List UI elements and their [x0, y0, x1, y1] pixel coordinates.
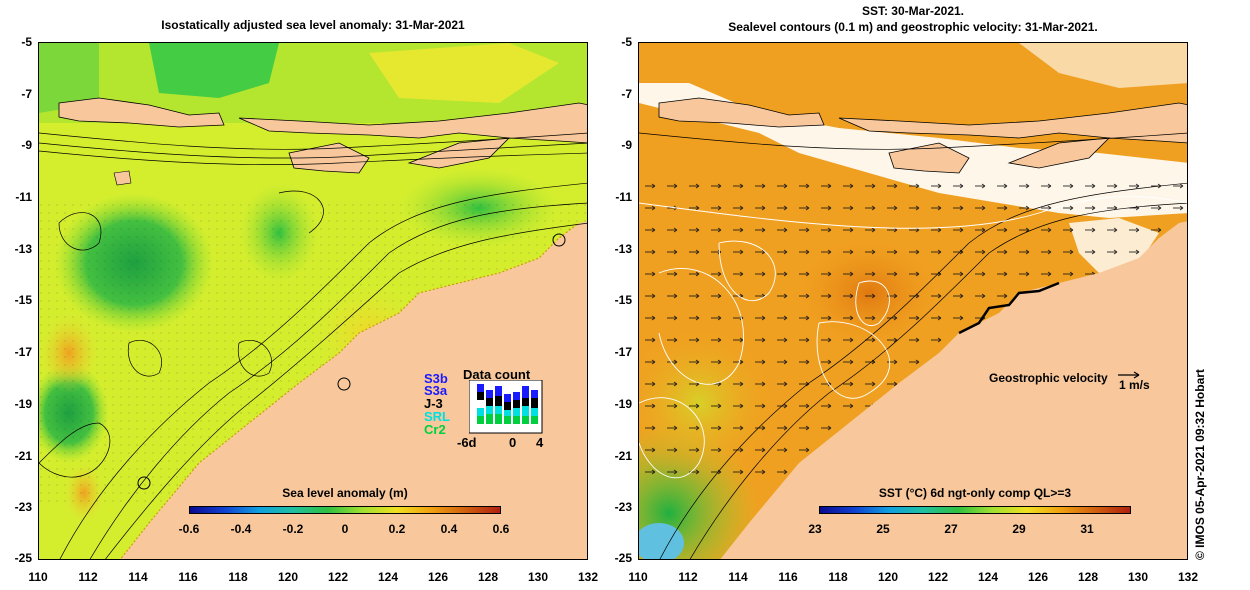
left-xtick-3: 114 — [128, 570, 148, 584]
data-count-label-s3a: S3a — [424, 383, 448, 398]
right-xtick-10: 128 — [1077, 570, 1099, 584]
right-xtick-5: 118 — [828, 570, 848, 584]
data-count-bar-group — [477, 384, 538, 424]
data-count-axis-start: -6d — [457, 435, 477, 450]
left-ytick-4: -11 — [15, 190, 32, 204]
sst-colorbar-tick-3: 27 — [944, 522, 958, 536]
left-ytick-2: -7 — [21, 87, 32, 101]
data-count-label-srl: SRL — [424, 409, 450, 424]
sla-colorbar-tick-6: 0.4 — [440, 522, 458, 536]
right-panel-title-line2: Sealevel contours (0.1 m) and geostrophi… — [728, 20, 1098, 34]
left-xtick-10: 128 — [477, 570, 499, 584]
right-xtick-2: 112 — [678, 570, 698, 584]
velocity-label: Geostrophic velocity — [989, 371, 1108, 385]
velocity-scale-label: 1 m/s — [1119, 378, 1150, 392]
right-ytick-10: -23 — [614, 500, 632, 514]
left-xtick-2: 112 — [78, 570, 98, 584]
sst-colorbar — [819, 506, 1131, 514]
sla-colorbar-tick-7: 0.6 — [492, 522, 510, 536]
imos-credit: © IMOS 05-Apr-2021 09:32 Hobart — [1193, 369, 1207, 560]
left-xtick-11: 130 — [527, 570, 549, 584]
sla-colorbar-tick-4: 0 — [341, 522, 349, 536]
data-count-axis-zero: 0 — [509, 435, 517, 450]
left-xtick-9: 126 — [427, 570, 449, 584]
data-count-title: Data count — [463, 367, 531, 382]
right-xtick-9: 126 — [1027, 570, 1049, 584]
data-count-label-cr2: Cr2 — [424, 422, 446, 437]
right-ytick-5: -13 — [614, 242, 632, 256]
left-xtick-7: 122 — [327, 570, 349, 584]
right-xtick-11: 130 — [1127, 570, 1149, 584]
left-ytick-3: -9 — [21, 138, 32, 152]
right-xtick-4: 116 — [778, 570, 798, 584]
sla-colorbar-tick-3: -0.2 — [282, 522, 304, 536]
left-xtick-12: 132 — [577, 570, 599, 584]
left-panel-title: Isostatically adjusted sea level anomaly… — [161, 18, 465, 32]
right-xtick-6: 120 — [877, 570, 899, 584]
left-xtick-1: 110 — [28, 570, 48, 584]
left-ytick-5: -13 — [14, 242, 32, 256]
right-ytick-2: -7 — [621, 87, 632, 101]
left-ytick-8: -19 — [14, 397, 32, 411]
left-ytick-11: -25 — [14, 551, 32, 565]
sla-colorbar-title: Sea level anomaly (m) — [282, 486, 408, 500]
data-count-axis-end: 4 — [536, 435, 544, 450]
left-ytick-10: -23 — [14, 500, 32, 514]
right-xtick-8: 124 — [977, 570, 999, 584]
right-ytick-7: -17 — [614, 345, 632, 359]
sst-colorbar-tick-1: 23 — [808, 522, 822, 536]
data-count-bars — [469, 380, 543, 434]
sst-map-graphic — [639, 43, 1187, 559]
right-ytick-3: -9 — [621, 138, 632, 152]
right-panel-title-line1: SST: 30-Mar-2021. — [861, 4, 965, 18]
left-xtick-6: 120 — [277, 570, 299, 584]
sla-colorbar-tick-1: -0.6 — [178, 522, 200, 536]
left-ytick-9: -21 — [14, 449, 32, 463]
left-ytick-1: -5 — [21, 35, 32, 49]
left-xtick-8: 124 — [377, 570, 399, 584]
left-ytick-6: -15 — [14, 293, 32, 307]
sla-map-graphic — [39, 43, 587, 559]
sst-colorbar-title: SST (°C) 6d ngt-only comp QL>=3 — [878, 486, 1072, 500]
right-ytick-8: -19 — [614, 397, 632, 411]
sst-colorbar-tick-4: 29 — [1012, 522, 1026, 536]
right-xtick-3: 114 — [728, 570, 748, 584]
data-count-label-j3: J-3 — [424, 396, 443, 411]
sla-colorbar-tick-5: 0.2 — [388, 522, 406, 536]
sea-level-anomaly-map: Data count S3b S3a J-3 SRL Cr2 -6d 0 4 S… — [38, 42, 588, 560]
velocity-scale-arrow-icon — [1118, 371, 1140, 379]
right-xtick-7: 122 — [927, 570, 949, 584]
left-ytick-7: -17 — [14, 345, 32, 359]
right-ytick-9: -21 — [614, 449, 632, 463]
right-xtick-1: 110 — [628, 570, 648, 584]
sla-colorbar — [189, 506, 501, 514]
right-ytick-4: -11 — [615, 190, 632, 204]
sst-colorbar-tick-2: 25 — [876, 522, 890, 536]
sla-colorbar-tick-2: -0.4 — [230, 522, 252, 536]
right-ytick-11: -25 — [614, 551, 632, 565]
left-xtick-5: 118 — [228, 570, 248, 584]
right-xtick-12: 132 — [1177, 570, 1199, 584]
left-xtick-4: 116 — [178, 570, 198, 584]
right-ytick-1: -5 — [621, 35, 632, 49]
sst-velocity-map: Geostrophic velocity 1 m/s SST (°C) 6d n… — [638, 42, 1188, 560]
data-count-label-s3b: S3b — [424, 371, 448, 386]
right-ytick-6: -15 — [614, 293, 632, 307]
sst-colorbar-tick-5: 31 — [1080, 522, 1094, 536]
